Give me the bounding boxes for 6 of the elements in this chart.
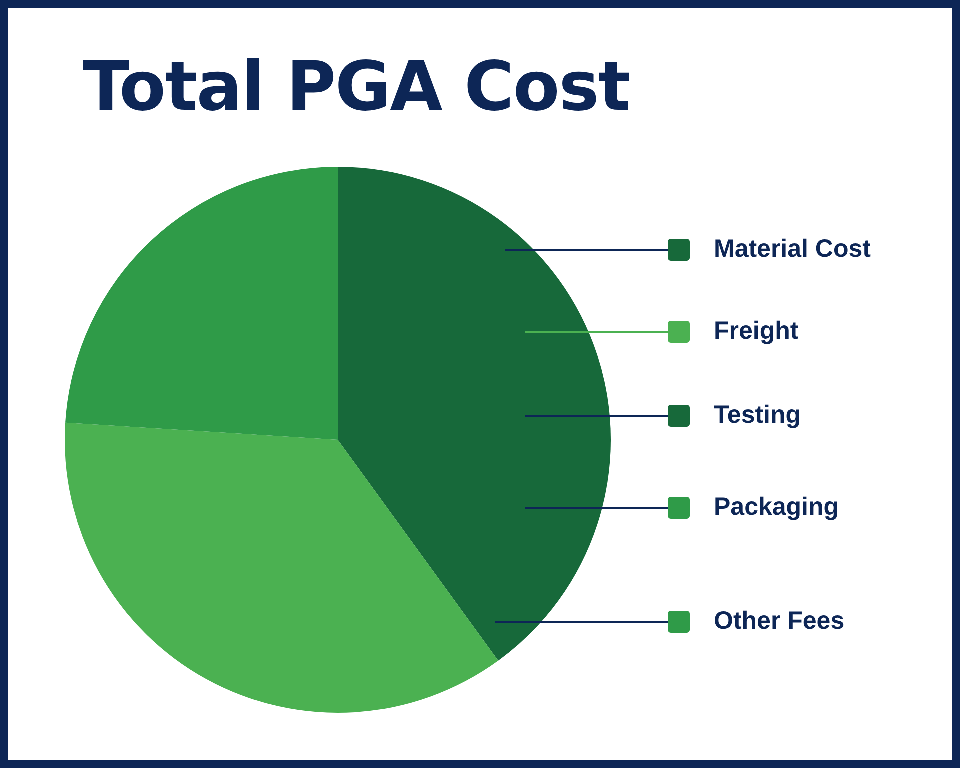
- legend-label: Other Fees: [714, 607, 845, 636]
- legend-label: Freight: [714, 317, 799, 346]
- legend-label: Testing: [714, 401, 802, 430]
- chart-title: Total PGA Cost: [83, 48, 630, 127]
- legend-label: Packaging: [714, 493, 840, 522]
- legend-label: Material Cost: [714, 235, 871, 264]
